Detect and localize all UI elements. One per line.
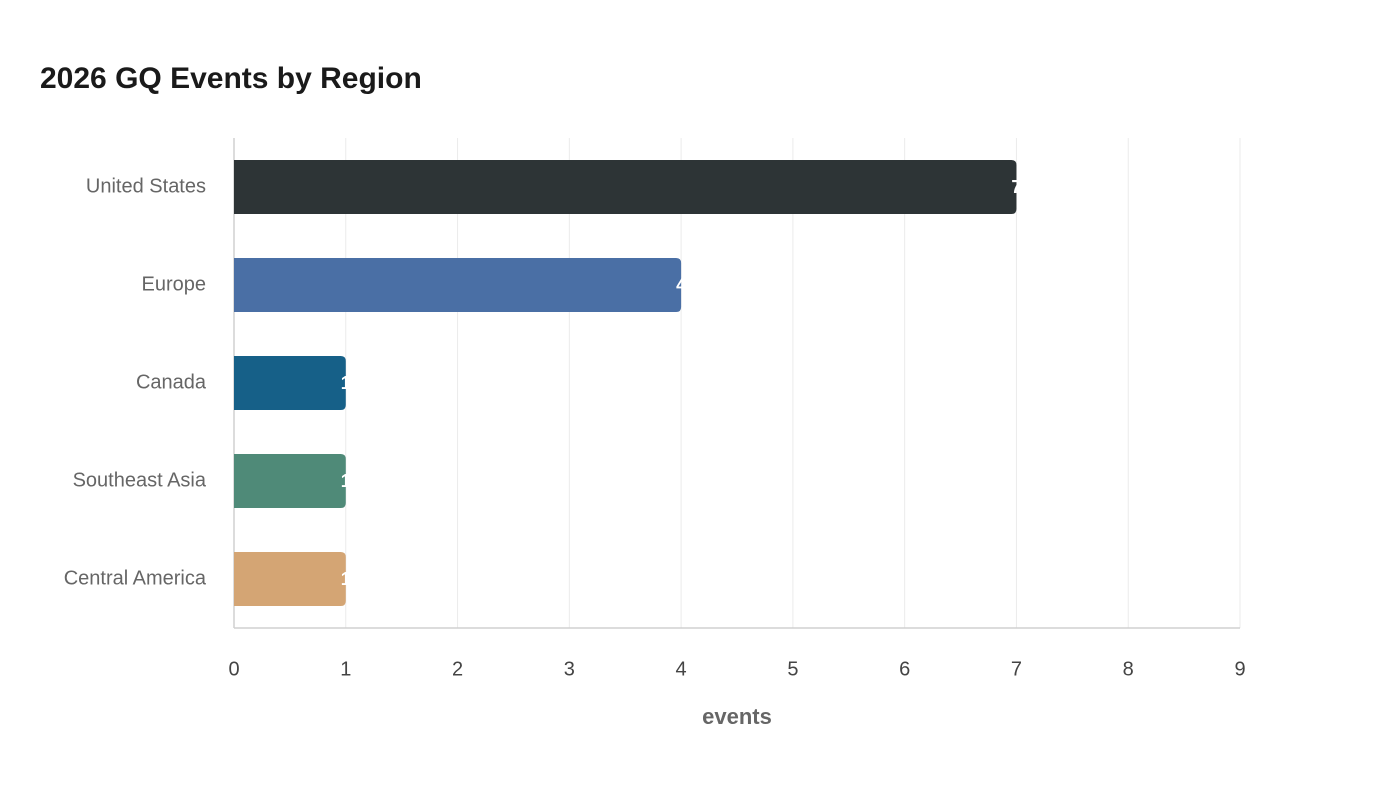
value-label: 1 <box>341 569 351 589</box>
y-tick-label: Canada <box>136 371 207 393</box>
value-label: 1 <box>341 471 351 491</box>
x-tick-label: 5 <box>787 658 798 680</box>
bar <box>234 160 1017 214</box>
x-tick-label: 8 <box>1123 658 1134 680</box>
x-axis-title: events <box>702 704 772 729</box>
y-tick-label: Europe <box>142 273 207 295</box>
chart-title: 2026 GQ Events by Region <box>40 62 422 95</box>
x-tick-label: 7 <box>1011 658 1022 680</box>
value-label: 4 <box>676 275 686 295</box>
bar <box>234 552 346 606</box>
x-tick-label: 4 <box>676 658 687 680</box>
x-tick-label: 0 <box>228 658 239 680</box>
value-label: 1 <box>341 373 351 393</box>
x-tick-label: 2 <box>452 658 463 680</box>
bar <box>234 454 346 508</box>
y-tick-label: Southeast Asia <box>73 469 207 491</box>
y-tick-label: United States <box>86 175 206 197</box>
x-tick-label: 9 <box>1234 658 1245 680</box>
x-tick-label: 3 <box>564 658 575 680</box>
value-label: 7 <box>1011 177 1021 197</box>
bar <box>234 258 682 312</box>
bar <box>234 356 346 410</box>
x-tick-label: 6 <box>899 658 910 680</box>
x-tick-label: 1 <box>340 658 351 680</box>
y-tick-label: Central America <box>64 567 207 589</box>
